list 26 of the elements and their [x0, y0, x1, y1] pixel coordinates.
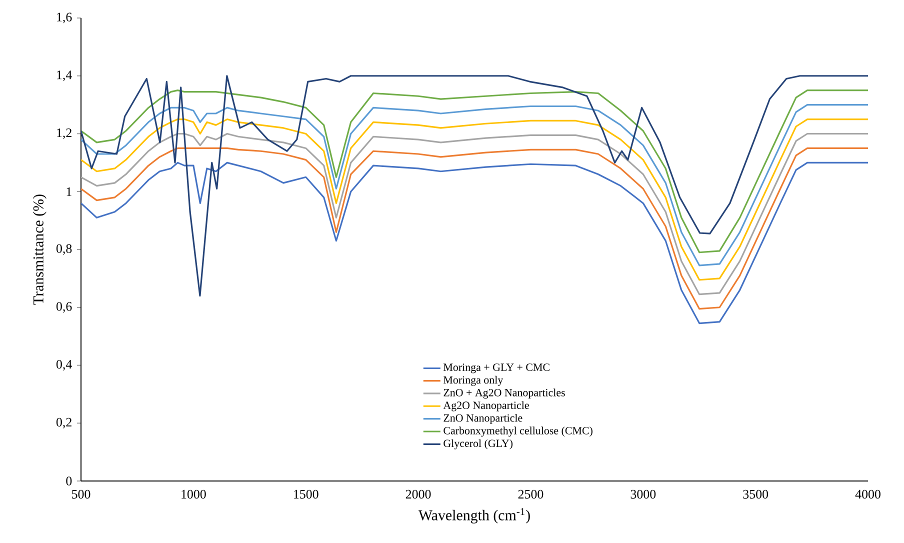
x-tick-label: 1000 — [182, 490, 206, 499]
y-tick-label: 1,2 — [57, 128, 72, 140]
y-axis-title: Transmittance (%) — [32, 194, 46, 305]
legend-label: Moringa + GLY + CMC — [444, 364, 550, 374]
y-tick-label: 0 — [66, 476, 72, 486]
y-tick-label: 1,6 — [57, 12, 72, 24]
legend-label: Glycerol (GLY) — [444, 439, 513, 450]
x-axis-title: Wavelength (cm$^{-1}$) — [418, 508, 530, 524]
y-tick-label: 0,4 — [56, 360, 72, 371]
x-tick-label: 2000 — [406, 490, 431, 499]
x-tick-label: 3500 — [743, 490, 768, 499]
legend-label: Moringa only — [444, 376, 504, 386]
y-tick-label: 0,8 — [56, 244, 72, 255]
x-tick-label: 500 — [72, 490, 90, 499]
x-tick-label: 4000 — [855, 490, 880, 499]
y-tick-label: 0,6 — [56, 302, 72, 313]
y-tick-label: 0,2 — [56, 418, 72, 428]
x-tick-label: 1500 — [294, 490, 318, 499]
y-tick-label: 1,4 — [57, 70, 72, 82]
y-tick-label: 1 — [66, 187, 72, 196]
legend-label: Ag2O Nanoparticle — [443, 401, 529, 412]
legend-label: Carbonxymethyl cellulose (CMC) — [444, 426, 592, 437]
x-tick-label: 2500 — [518, 490, 544, 499]
legend-label: ZnO Nanoparticle — [444, 414, 522, 424]
x-tick-label: 3000 — [630, 490, 656, 499]
legend-label: ZnO + Ag2O Nanoparticles — [444, 388, 565, 399]
